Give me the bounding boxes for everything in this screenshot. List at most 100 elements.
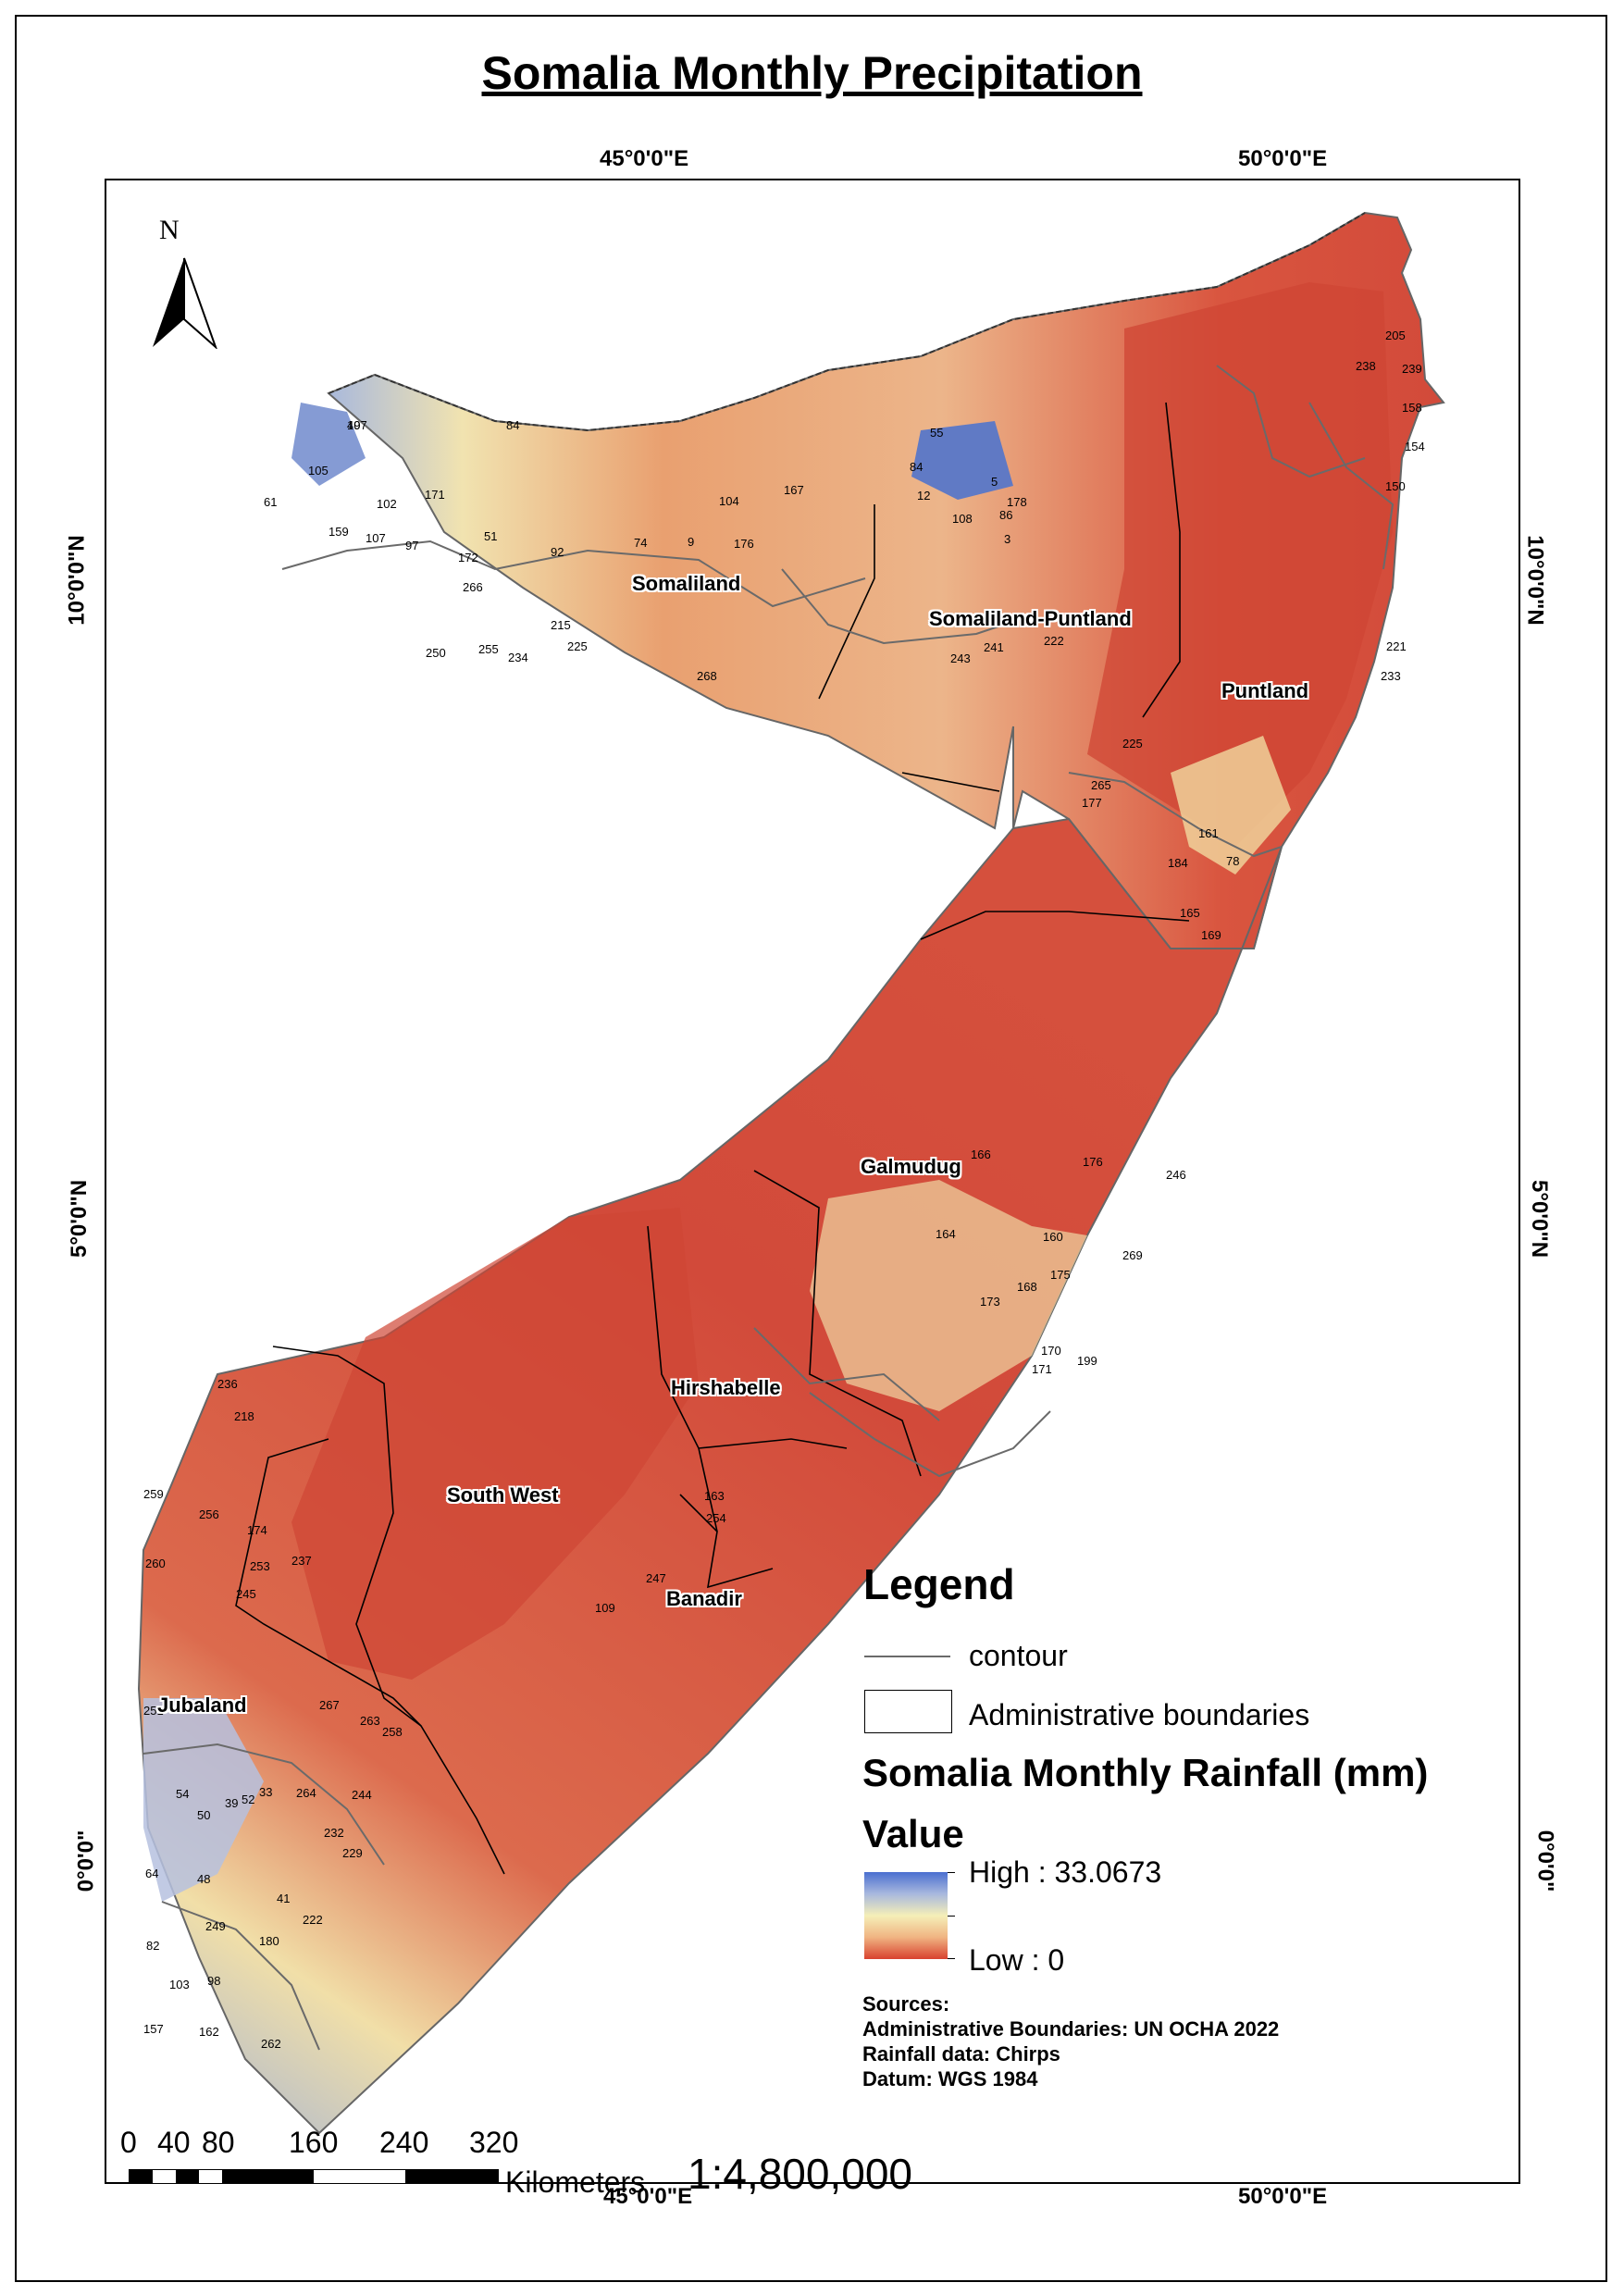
contour-value-label: 52 <box>242 1793 255 1806</box>
contour-value-label: 199 <box>1077 1354 1097 1368</box>
somalia-map[interactable] <box>106 180 1519 2182</box>
scale-tick-80: 80 <box>202 2126 235 2159</box>
contour-value-label: 253 <box>250 1559 270 1573</box>
legend-tick-high <box>948 1872 955 1873</box>
contour-value-label: 172 <box>458 551 478 564</box>
contour-value-label: 41 <box>277 1892 291 1905</box>
contour-value-label: 180 <box>259 1934 279 1948</box>
lat-label-left-10: 10°0'0"N <box>64 535 90 626</box>
contour-value-label: 3 <box>1004 532 1011 546</box>
scale-tick-320: 320 <box>469 2126 519 2159</box>
contour-value-label: 173 <box>980 1295 1000 1309</box>
contour-value-label: 48 <box>197 1872 211 1886</box>
contour-value-label: 178 <box>1007 495 1027 509</box>
contour-value-label: 241 <box>984 640 1004 654</box>
contour-value-label: 160 <box>1043 1230 1063 1244</box>
lon-label-bottom-45: 45°0'0"E <box>603 2184 693 2209</box>
contour-value-label: 86 <box>999 508 1013 522</box>
contour-value-label: 237 <box>291 1554 312 1568</box>
sources-heading: Sources: <box>862 1992 950 2016</box>
contour-value-label: 98 <box>207 1974 221 1988</box>
contour-value-label: 39 <box>225 1796 239 1810</box>
region-label-somaliland-puntland: Somaliland-Puntland <box>929 607 1132 630</box>
lat-label-right-10: 10°0'0"N <box>1522 535 1548 626</box>
contour-value-label: 176 <box>734 537 754 551</box>
legend-color-ramp <box>864 1872 948 1959</box>
map-title: Somalia Monthly Precipitation <box>481 47 1143 99</box>
contour-value-label: 54 <box>176 1787 190 1801</box>
contour-value-label: 266 <box>463 580 483 594</box>
coastline <box>328 212 1366 432</box>
contour-value-label: 104 <box>719 494 739 508</box>
north-label: N <box>159 215 180 245</box>
contour-value-label: 64 <box>145 1867 159 1880</box>
contour-value-label: 234 <box>508 651 528 664</box>
contour-value-label: 166 <box>971 1148 991 1161</box>
contour-value-label: 175 <box>1050 1268 1071 1282</box>
contour-value-label: 259 <box>143 1487 164 1501</box>
contour-value-label: 103 <box>169 1978 190 1991</box>
contour-value-label: 215 <box>551 618 571 632</box>
contour-value-label: 262 <box>261 2037 281 2051</box>
contour-value-label: 102 <box>377 497 397 511</box>
dry-zone-puntland <box>1087 282 1393 847</box>
wet-zone-galmudug <box>810 1180 1087 1411</box>
contour-value-label: 92 <box>551 545 564 559</box>
legend-contour-label: contour <box>969 1639 1068 1672</box>
contour-value-label: 107 <box>366 531 386 545</box>
lon-label-top-50: 50°0'0"E <box>1238 146 1328 171</box>
contour-value-label: 49 <box>347 418 361 432</box>
contour-value-label: 162 <box>199 2025 219 2039</box>
lat-label-right-5: 5°0'0"N <box>1527 1179 1553 1259</box>
wet-zone-bari <box>911 421 1013 500</box>
legend-tick-mid <box>948 1916 955 1917</box>
contour-value-label: 244 <box>352 1788 372 1802</box>
dry-zone-center <box>291 1208 699 1680</box>
contour-value-label: 150 <box>1385 479 1406 493</box>
contour-value-label: 157 <box>143 2022 164 2036</box>
legend-title: Legend <box>863 1560 1015 1608</box>
scale-bar <box>129 2169 499 2184</box>
contour-value-label: 249 <box>205 1919 226 1933</box>
contour-value-label: 250 <box>426 646 446 660</box>
contour-value-label: 84 <box>506 418 520 432</box>
contour-value-label: 233 <box>1381 669 1401 683</box>
contour-value-label: 176 <box>1083 1155 1103 1169</box>
contour-value-label: 225 <box>1122 737 1143 751</box>
contour-value-label: 264 <box>296 1786 316 1800</box>
lon-label-bottom-50: 50°0'0"E <box>1238 2184 1328 2209</box>
contour-value-label: 184 <box>1168 856 1188 870</box>
contour-value-label: 174 <box>247 1523 267 1537</box>
contour-value-label: 239 <box>1402 362 1422 376</box>
contour-value-label: 159 <box>329 525 349 539</box>
contour-value-label: 222 <box>303 1913 323 1927</box>
contour-value-label: 154 <box>1405 440 1425 453</box>
wet-zone-east <box>1171 736 1291 875</box>
contour-value-label: 260 <box>145 1557 166 1570</box>
legend-low-label: Low : 0 <box>969 1943 1065 1977</box>
contour-value-label: 177 <box>1082 796 1102 810</box>
sources-rain: Rainfall data: Chirps <box>862 2042 1060 2066</box>
page-frame <box>15 15 1607 2282</box>
contour-value-label: 55 <box>930 426 944 440</box>
contour-value-label: 171 <box>1032 1362 1052 1376</box>
contour-value-label: 267 <box>319 1698 340 1712</box>
contour-value-label: 12 <box>917 489 931 502</box>
contour-value-label: 50 <box>197 1808 211 1822</box>
legend-rainfall-title: Somalia Monthly Rainfall (mm) <box>862 1751 1429 1794</box>
contour-value-label: 236 <box>217 1377 238 1391</box>
contour-value-label: 238 <box>1356 359 1376 373</box>
contour-value-label: 263 <box>360 1714 380 1728</box>
map-frame[interactable]: 49 61 105 102 171 159 107 97 172 84 51 92 74 9 176 104 1… <box>105 179 1520 2184</box>
region-label-galmudug: Galmudug <box>861 1155 961 1178</box>
contour-value-label: 255 <box>478 642 499 656</box>
contour-value-label: 168 <box>1017 1280 1037 1294</box>
scale-tick-0: 0 <box>120 2126 137 2159</box>
legend-high-label: High : 33.0673 <box>969 1855 1162 1889</box>
region-label-banadir: Banadir <box>666 1587 742 1610</box>
contour-value-label: 218 <box>234 1409 254 1423</box>
contour-value-label: 105 <box>308 464 329 478</box>
contour-value-label: 222 <box>1044 634 1064 648</box>
contour-value-label: 107 <box>347 418 367 432</box>
contour-value-label: 161 <box>1198 826 1219 840</box>
